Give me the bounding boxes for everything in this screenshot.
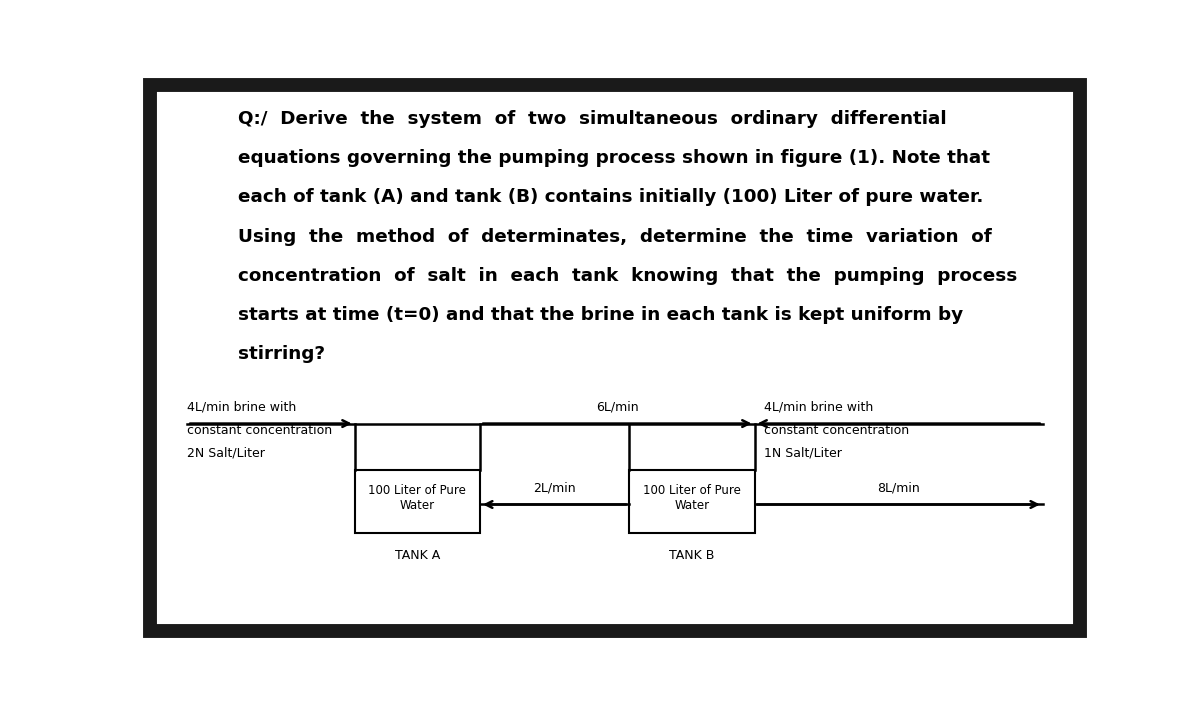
Text: constant concentration: constant concentration (187, 424, 332, 437)
Text: Using  the  method  of  determinates,  determine  the  time  variation  of: Using the method of determinates, determ… (239, 228, 992, 245)
Text: 4L/min brine with: 4L/min brine with (187, 401, 296, 414)
Bar (355, 470, 480, 532)
Text: TANK A: TANK A (395, 549, 440, 562)
Text: 8L/min: 8L/min (877, 481, 920, 495)
Text: Q:/  Derive  the  system  of  two  simultaneous  ordinary  differential: Q:/ Derive the system of two simultaneou… (239, 110, 947, 128)
Text: starts at time (t=0) and that the brine in each tank is kept uniform by: starts at time (t=0) and that the brine … (239, 306, 964, 324)
Bar (629, 470, 755, 532)
Text: 100 Liter of Pure
Water: 100 Liter of Pure Water (643, 484, 740, 512)
Text: 4L/min brine with: 4L/min brine with (764, 401, 874, 414)
Text: constant concentration: constant concentration (764, 424, 908, 437)
Text: equations governing the pumping process shown in figure (1). Note that: equations governing the pumping process … (239, 149, 990, 167)
Text: each of tank (A) and tank (B) contains initially (100) Liter of pure water.: each of tank (A) and tank (B) contains i… (239, 189, 984, 206)
Text: TANK B: TANK B (670, 549, 714, 562)
Text: 2L/min: 2L/min (533, 481, 576, 495)
Text: 2N Salt/Liter: 2N Salt/Liter (187, 447, 265, 459)
Text: concentration  of  salt  in  each  tank  knowing  that  the  pumping  process: concentration of salt in each tank knowi… (239, 267, 1018, 285)
Text: stirring?: stirring? (239, 345, 325, 364)
Text: 1N Salt/Liter: 1N Salt/Liter (764, 447, 841, 459)
Text: 100 Liter of Pure
Water: 100 Liter of Pure Water (368, 484, 467, 512)
Text: 6L/min: 6L/min (596, 401, 638, 414)
